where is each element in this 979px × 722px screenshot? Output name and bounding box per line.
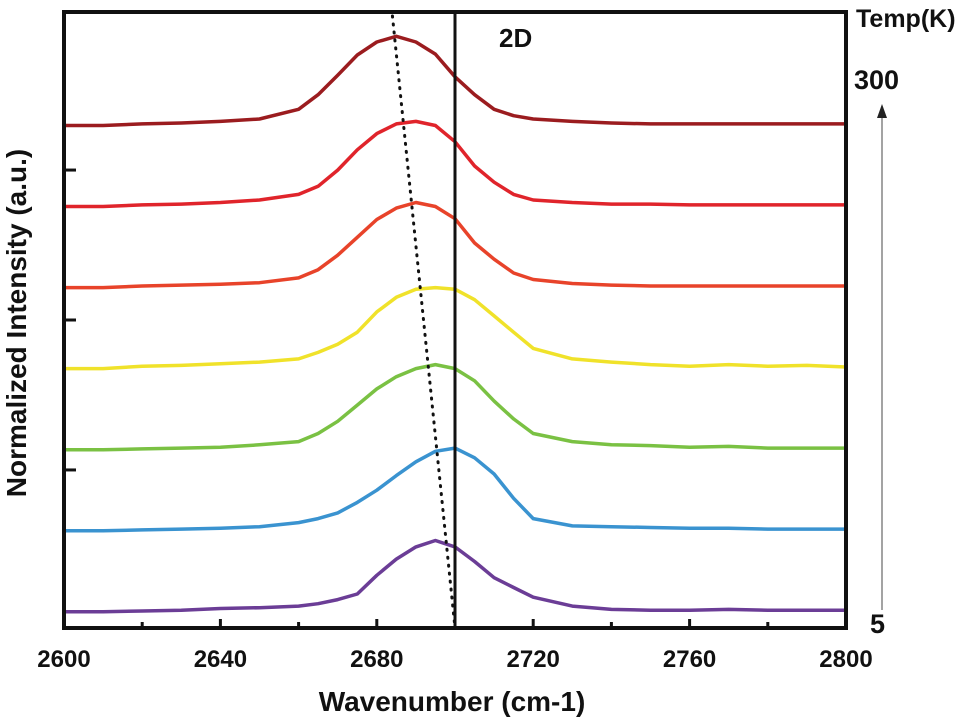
peak-annotation: 2D bbox=[499, 23, 532, 53]
series-line-7 bbox=[62, 538, 848, 614]
series-line-5 bbox=[62, 362, 848, 452]
series-layer bbox=[62, 34, 848, 614]
y-axis-label: Normalized Intensity (a.u.) bbox=[1, 149, 32, 498]
x-tick-label-2720: 2720 bbox=[507, 646, 560, 673]
series-line-1 bbox=[62, 34, 848, 128]
series-line-3 bbox=[62, 200, 848, 290]
x-tick-label-2800: 2800 bbox=[819, 646, 872, 673]
legend-title: Temp(K) bbox=[856, 5, 956, 33]
series-line-2 bbox=[62, 119, 848, 209]
legend-top-label: 300 bbox=[854, 65, 899, 95]
x-axis-ticks: 2600 2640 2680 2720 2760 2800 bbox=[37, 619, 873, 673]
legend-bottom-label: 5 bbox=[870, 609, 885, 639]
x-tick-label-2760: 2760 bbox=[663, 646, 716, 673]
x-tick-label-2640: 2640 bbox=[194, 646, 247, 673]
legend-arrow-head-icon bbox=[877, 104, 887, 118]
x-tick-label-2680: 2680 bbox=[350, 646, 403, 673]
peak-trend-dotted-line bbox=[390, 14, 457, 630]
x-axis-label: Wavenumber (cm-1) bbox=[319, 686, 586, 717]
series-line-6 bbox=[62, 446, 848, 533]
y-axis-ticks bbox=[64, 168, 76, 472]
x-tick-label-2600: 2600 bbox=[37, 646, 90, 673]
series-line-4 bbox=[62, 285, 848, 371]
